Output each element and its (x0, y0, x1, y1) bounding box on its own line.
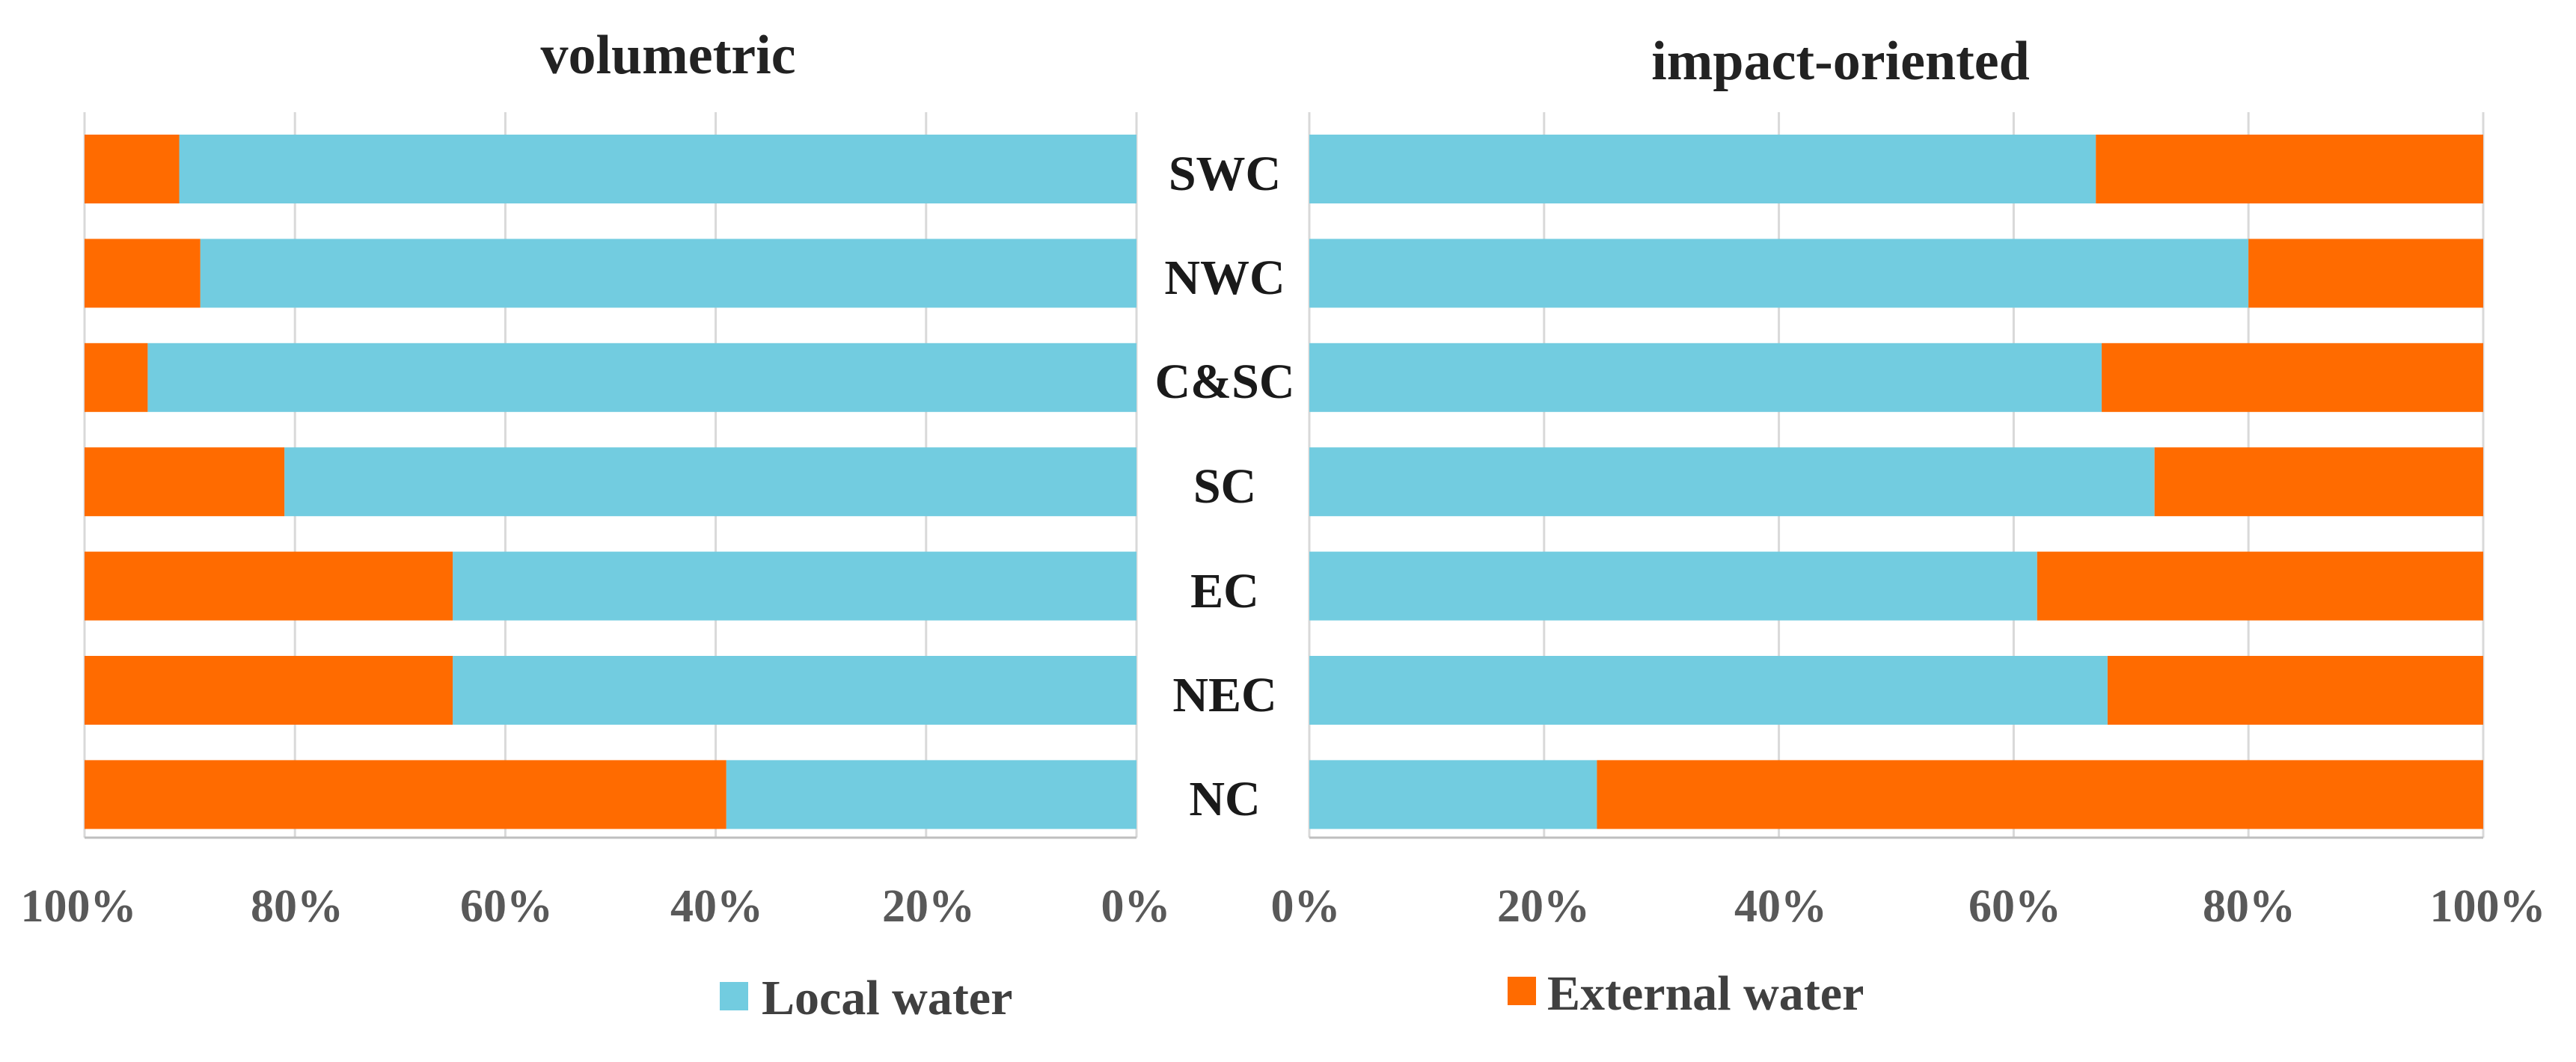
tick-label: 0% (1271, 881, 1341, 932)
bar-local-water (200, 239, 1136, 308)
bar-external-water (2248, 239, 2483, 308)
tick-label: 0% (1101, 881, 1171, 932)
category-label: NEC (1172, 668, 1276, 722)
bar-external-water (85, 656, 453, 725)
left-bars (85, 135, 1137, 829)
bar-local-water (1309, 447, 2155, 517)
tick-label: 40% (1734, 881, 1827, 932)
bar-external-water (85, 239, 201, 308)
bar-external-water (2096, 135, 2483, 203)
bar-local-water (1309, 343, 2102, 412)
tick-label: 40% (670, 881, 763, 932)
bar-local-water (1309, 239, 2249, 308)
bar-local-water (1309, 135, 2096, 203)
bar-external-water (85, 343, 148, 412)
category-label: EC (1190, 564, 1259, 619)
tick-label: 100% (21, 881, 137, 932)
bar-external-water (2037, 551, 2483, 621)
bar-external-water (1597, 760, 2483, 829)
bar-local-water (1309, 656, 2108, 725)
legend: Local water External water (720, 966, 1864, 1025)
bar-external-water (2107, 656, 2483, 725)
legend-swatch-local (720, 982, 748, 1010)
right-bars (1309, 135, 2483, 829)
bar-external-water (2102, 343, 2483, 412)
bar-local-water (453, 656, 1136, 725)
bar-local-water (726, 760, 1136, 829)
category-labels: SWC NWC C&SC SC EC NEC NC (1154, 147, 1294, 826)
bar-local-water (147, 343, 1137, 412)
legend-swatch-external (1508, 977, 1536, 1005)
bar-external-water (85, 135, 180, 203)
tick-label: 60% (460, 881, 553, 932)
bar-local-water (1309, 760, 1597, 829)
tick-label: 100% (2430, 881, 2546, 932)
bar-external-water (2154, 447, 2483, 517)
legend-label-local: Local water (762, 971, 1012, 1025)
category-label: NC (1189, 772, 1260, 826)
right-panel-title: impact-oriented (1651, 31, 2030, 92)
tick-label: 80% (251, 881, 343, 932)
bar-local-water (284, 447, 1136, 517)
tick-label: 80% (2203, 881, 2295, 932)
bar-local-water (453, 551, 1136, 621)
bar-local-water (179, 135, 1136, 203)
left-panel-title: volumetric (540, 25, 795, 86)
right-tick-labels: 0% 20% 40% 60% 80% 100% (1271, 881, 2546, 932)
category-label: SWC (1169, 147, 1281, 201)
tick-label: 60% (1968, 881, 2061, 932)
left-tick-labels: 100% 80% 60% 40% 20% 0% (21, 881, 1171, 932)
bar-local-water (1309, 551, 2037, 621)
bar-external-water (85, 447, 285, 517)
tick-label: 20% (1497, 881, 1590, 932)
category-label: SC (1193, 459, 1256, 514)
tick-label: 20% (882, 881, 975, 932)
bar-external-water (85, 760, 726, 829)
category-label: NWC (1164, 251, 1285, 305)
legend-label-external: External water (1547, 966, 1864, 1021)
bar-external-water (85, 551, 453, 621)
category-label: C&SC (1154, 354, 1294, 409)
